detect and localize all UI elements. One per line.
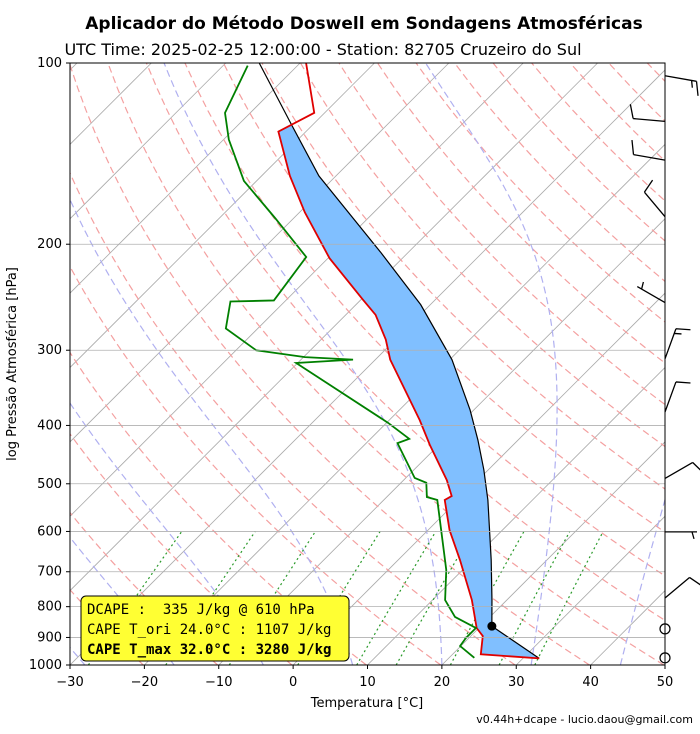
- profiles: [225, 63, 539, 658]
- y-tick-label: 100: [37, 56, 62, 71]
- isotherm: [293, 63, 700, 665]
- wind-barb: [665, 329, 690, 359]
- wind-barb: [630, 104, 665, 121]
- isotherm: [0, 63, 449, 665]
- y-tick-label: 200: [37, 237, 62, 252]
- moist-adiabat: [620, 63, 700, 665]
- isotherm: [665, 63, 700, 665]
- dry-adiabat: [301, 63, 700, 665]
- dry-adiabat: [0, 63, 218, 665]
- y-tick-label: 1000: [29, 658, 62, 673]
- plot-frame: [70, 63, 665, 665]
- mixing-ratio-line: [535, 531, 603, 665]
- y-tick-label: 900: [37, 630, 62, 645]
- y-tick-label: 300: [37, 343, 62, 358]
- x-tick-label: 50: [657, 675, 674, 690]
- x-tick-label: 10: [359, 675, 376, 690]
- chart-title: Aplicador do Método Doswell em Sondagens…: [85, 14, 642, 34]
- wind-barb: [665, 462, 700, 478]
- y-tick-label: 500: [37, 477, 62, 492]
- dry-adiabat: [532, 63, 700, 665]
- isotherm: [0, 63, 151, 665]
- dry-adiabat: [0, 63, 441, 665]
- annotation-line: CAPE T_max 32.0°C : 3280 J/kg: [87, 642, 331, 658]
- x-tick-label: −20: [131, 675, 158, 690]
- dry-adiabat: [0, 63, 143, 665]
- lcl-point: [487, 622, 496, 631]
- y-tick-label: 700: [37, 565, 62, 580]
- x-tick-label: 20: [434, 675, 451, 690]
- chart-subtitle: UTC Time: 2025-02-25 12:00:00 - Station:…: [64, 40, 581, 59]
- wind-barb: [665, 76, 698, 96]
- x-tick-label: 40: [582, 675, 599, 690]
- dry-adiabat: [570, 63, 700, 665]
- wind-barb: [637, 282, 665, 303]
- dry-adiabat: [647, 63, 700, 665]
- background-lines: [0, 63, 700, 665]
- dry-adiabat: [686, 63, 700, 665]
- y-tick-label: 600: [37, 524, 62, 539]
- y-tick-label: 800: [37, 600, 62, 615]
- footer: v0.44h+dcape - lucio.daou@gmail.com: [476, 713, 693, 726]
- x-tick-label: 0: [289, 675, 297, 690]
- annotation-line: CAPE T_ori 24.0°C : 1107 J/kg: [87, 622, 331, 638]
- y-tick-label: 400: [37, 418, 62, 433]
- dry-adiabat: [609, 63, 700, 665]
- x-tick-label: 30: [508, 675, 525, 690]
- x-tick-label: −10: [205, 675, 232, 690]
- x-tick-label: −30: [56, 675, 83, 690]
- isotherm: [0, 63, 3, 665]
- x-axis-label: Temperatura [°C]: [310, 696, 423, 711]
- wind-barb: [665, 577, 700, 598]
- wind-barb: [665, 532, 697, 539]
- y-axis-label: log Pressão Atmosférica [hPa]: [5, 267, 20, 461]
- wind-barb: [632, 140, 665, 160]
- isotherm: [70, 63, 672, 665]
- wind-barb: [665, 382, 690, 412]
- annotation-line: DCAPE : 335 J/kg @ 610 hPa: [87, 602, 315, 618]
